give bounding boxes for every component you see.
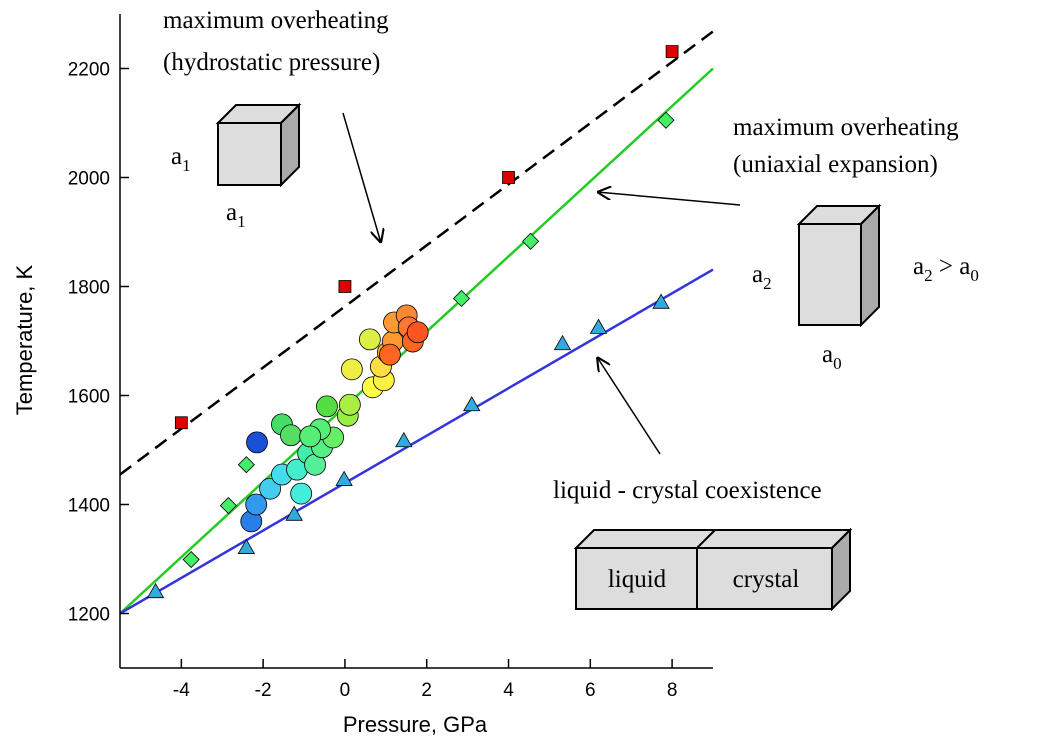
inequality: a2 > a0	[913, 253, 979, 285]
cube-label: a1	[171, 143, 191, 175]
point	[338, 280, 352, 293]
point	[146, 582, 165, 599]
point	[246, 431, 268, 454]
point	[174, 416, 188, 430]
annotation: (uniaxial expansion)	[733, 151, 938, 178]
y-tick-label: 2200	[68, 60, 110, 81]
point	[290, 482, 313, 505]
x-axis-label: Pressure, GPa	[343, 712, 488, 737]
line	[119, 30, 714, 476]
point	[280, 424, 302, 447]
cube-label: a1	[226, 199, 246, 231]
point	[299, 425, 322, 448]
point	[665, 45, 679, 59]
arrow	[597, 192, 741, 206]
point	[259, 477, 281, 500]
point	[379, 343, 401, 366]
point	[522, 232, 540, 250]
cube	[215, 102, 302, 188]
coexistence-box	[573, 527, 853, 612]
x-tick-label: 2	[421, 680, 432, 701]
point	[237, 538, 256, 554]
point	[338, 393, 361, 416]
cube-label: a0	[822, 341, 842, 373]
annotation: liquid - crystal coexistence	[553, 477, 822, 504]
point	[237, 456, 255, 474]
cube	[796, 203, 882, 328]
cube-label: a2	[752, 261, 772, 293]
x-tick-label: -4	[173, 680, 190, 701]
point	[553, 334, 572, 351]
y-axis-label: Temperature, K	[12, 264, 37, 415]
point	[589, 318, 608, 334]
x-tick-label: 0	[340, 680, 351, 701]
point	[316, 395, 338, 418]
point	[657, 111, 675, 129]
annotation: maximum overheating	[733, 114, 959, 141]
plot-area	[119, 30, 714, 615]
y-tick-label: 2000	[68, 169, 110, 190]
box-label: crystal	[733, 566, 800, 593]
point	[395, 431, 413, 448]
x-tick-label: 4	[503, 680, 514, 701]
point	[182, 550, 200, 569]
point	[452, 289, 471, 308]
point	[219, 497, 237, 515]
x-tick-label: 6	[585, 680, 596, 701]
point	[335, 470, 353, 486]
point	[358, 328, 381, 351]
x-tick-label: -2	[255, 680, 272, 701]
point	[406, 321, 429, 344]
point	[245, 493, 268, 516]
y-tick-label: 1600	[68, 387, 110, 408]
point	[502, 171, 515, 184]
box-label: liquid	[608, 566, 667, 593]
point	[463, 395, 481, 412]
arrow	[597, 357, 661, 455]
y-tick-label: 1400	[68, 496, 110, 517]
point	[340, 358, 363, 381]
point	[285, 505, 303, 521]
line	[119, 268, 714, 615]
arrow	[342, 112, 381, 243]
y-tick-label: 1800	[68, 278, 110, 299]
annotation: (hydrostatic pressure)	[163, 49, 380, 76]
annotation: maximum overheating	[163, 7, 389, 34]
point	[652, 293, 670, 309]
y-tick-label: 1200	[68, 605, 110, 626]
x-tick-label: 8	[667, 680, 678, 701]
